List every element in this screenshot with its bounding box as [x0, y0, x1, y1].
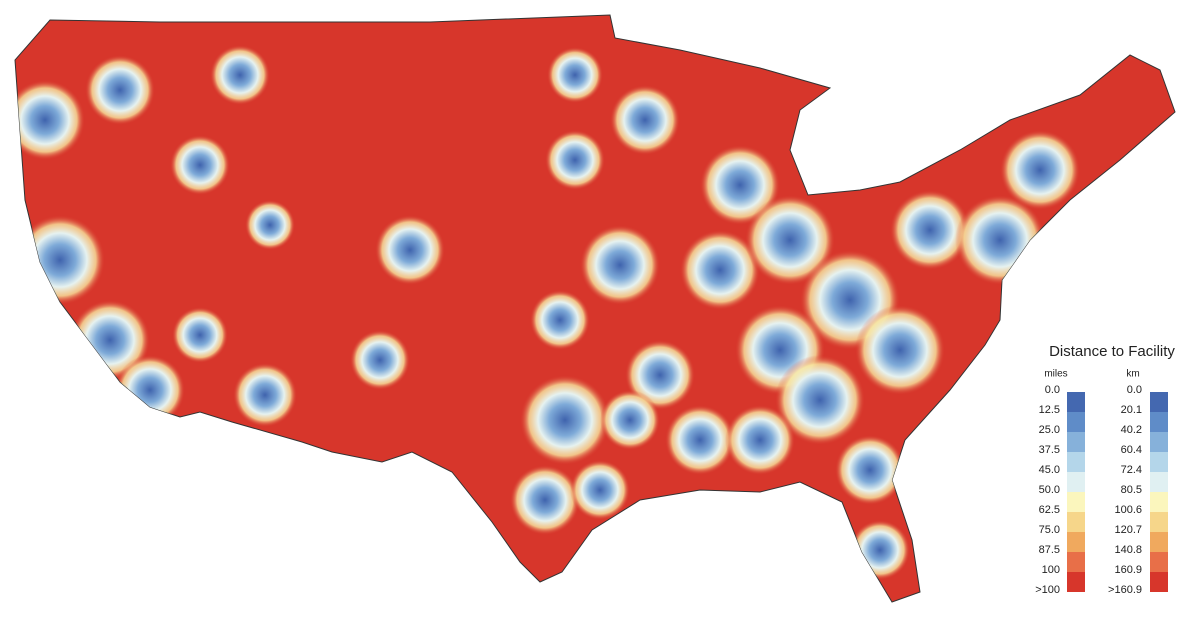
miles-swatch [1067, 512, 1085, 532]
km-label: 60.4 [1121, 444, 1142, 456]
facility-coverage [15, 45, 1080, 580]
km-swatch [1150, 432, 1168, 452]
km-label: 140.8 [1114, 544, 1142, 556]
miles-label: 37.5 [1039, 444, 1060, 456]
km-label: 20.1 [1121, 404, 1142, 416]
legend-title: Distance to Facility [1049, 343, 1175, 360]
miles-label: 45.0 [1039, 464, 1060, 476]
miles-header: miles [1044, 369, 1067, 380]
miles-label: 100 [1042, 564, 1060, 576]
miles-swatch [1067, 412, 1085, 432]
miles-swatch [1067, 452, 1085, 472]
miles-swatch [1067, 532, 1085, 552]
miles-swatch [1067, 572, 1085, 592]
km-swatch [1150, 572, 1168, 592]
miles-swatch [1067, 492, 1085, 512]
miles-label: 62.5 [1039, 504, 1060, 516]
miles-label: 0.0 [1045, 384, 1060, 396]
km-swatch [1150, 512, 1168, 532]
us-map [14, 14, 1176, 603]
km-label: 160.9 [1114, 564, 1142, 576]
km-label: 40.2 [1121, 424, 1142, 436]
km-swatch [1150, 452, 1168, 472]
km-label: 100.6 [1114, 504, 1142, 516]
miles-swatch [1067, 432, 1085, 452]
miles-label: >100 [1035, 584, 1060, 596]
km-label: 72.4 [1121, 464, 1142, 476]
km-label: 120.7 [1114, 524, 1142, 536]
km-header: km [1126, 369, 1139, 380]
km-swatch [1150, 492, 1168, 512]
miles-label: 75.0 [1039, 524, 1060, 536]
miles-label: 25.0 [1039, 424, 1060, 436]
miles-label: 50.0 [1039, 484, 1060, 496]
km-label: >160.9 [1108, 584, 1142, 596]
miles-swatch [1067, 472, 1085, 492]
km-label: 0.0 [1127, 384, 1142, 396]
legend: Distance to Facility miles km 0.0 12.5 25.… [1035, 343, 1175, 596]
km-swatch [1150, 472, 1168, 492]
km-swatch [1150, 532, 1168, 552]
miles-swatch [1067, 552, 1085, 572]
km-swatch [1150, 552, 1168, 572]
km-swatch [1150, 412, 1168, 432]
km-swatch [1150, 392, 1168, 412]
miles-swatch [1067, 392, 1085, 412]
miles-label: 87.5 [1039, 544, 1060, 556]
miles-label: 12.5 [1039, 404, 1060, 416]
km-label: 80.5 [1121, 484, 1142, 496]
